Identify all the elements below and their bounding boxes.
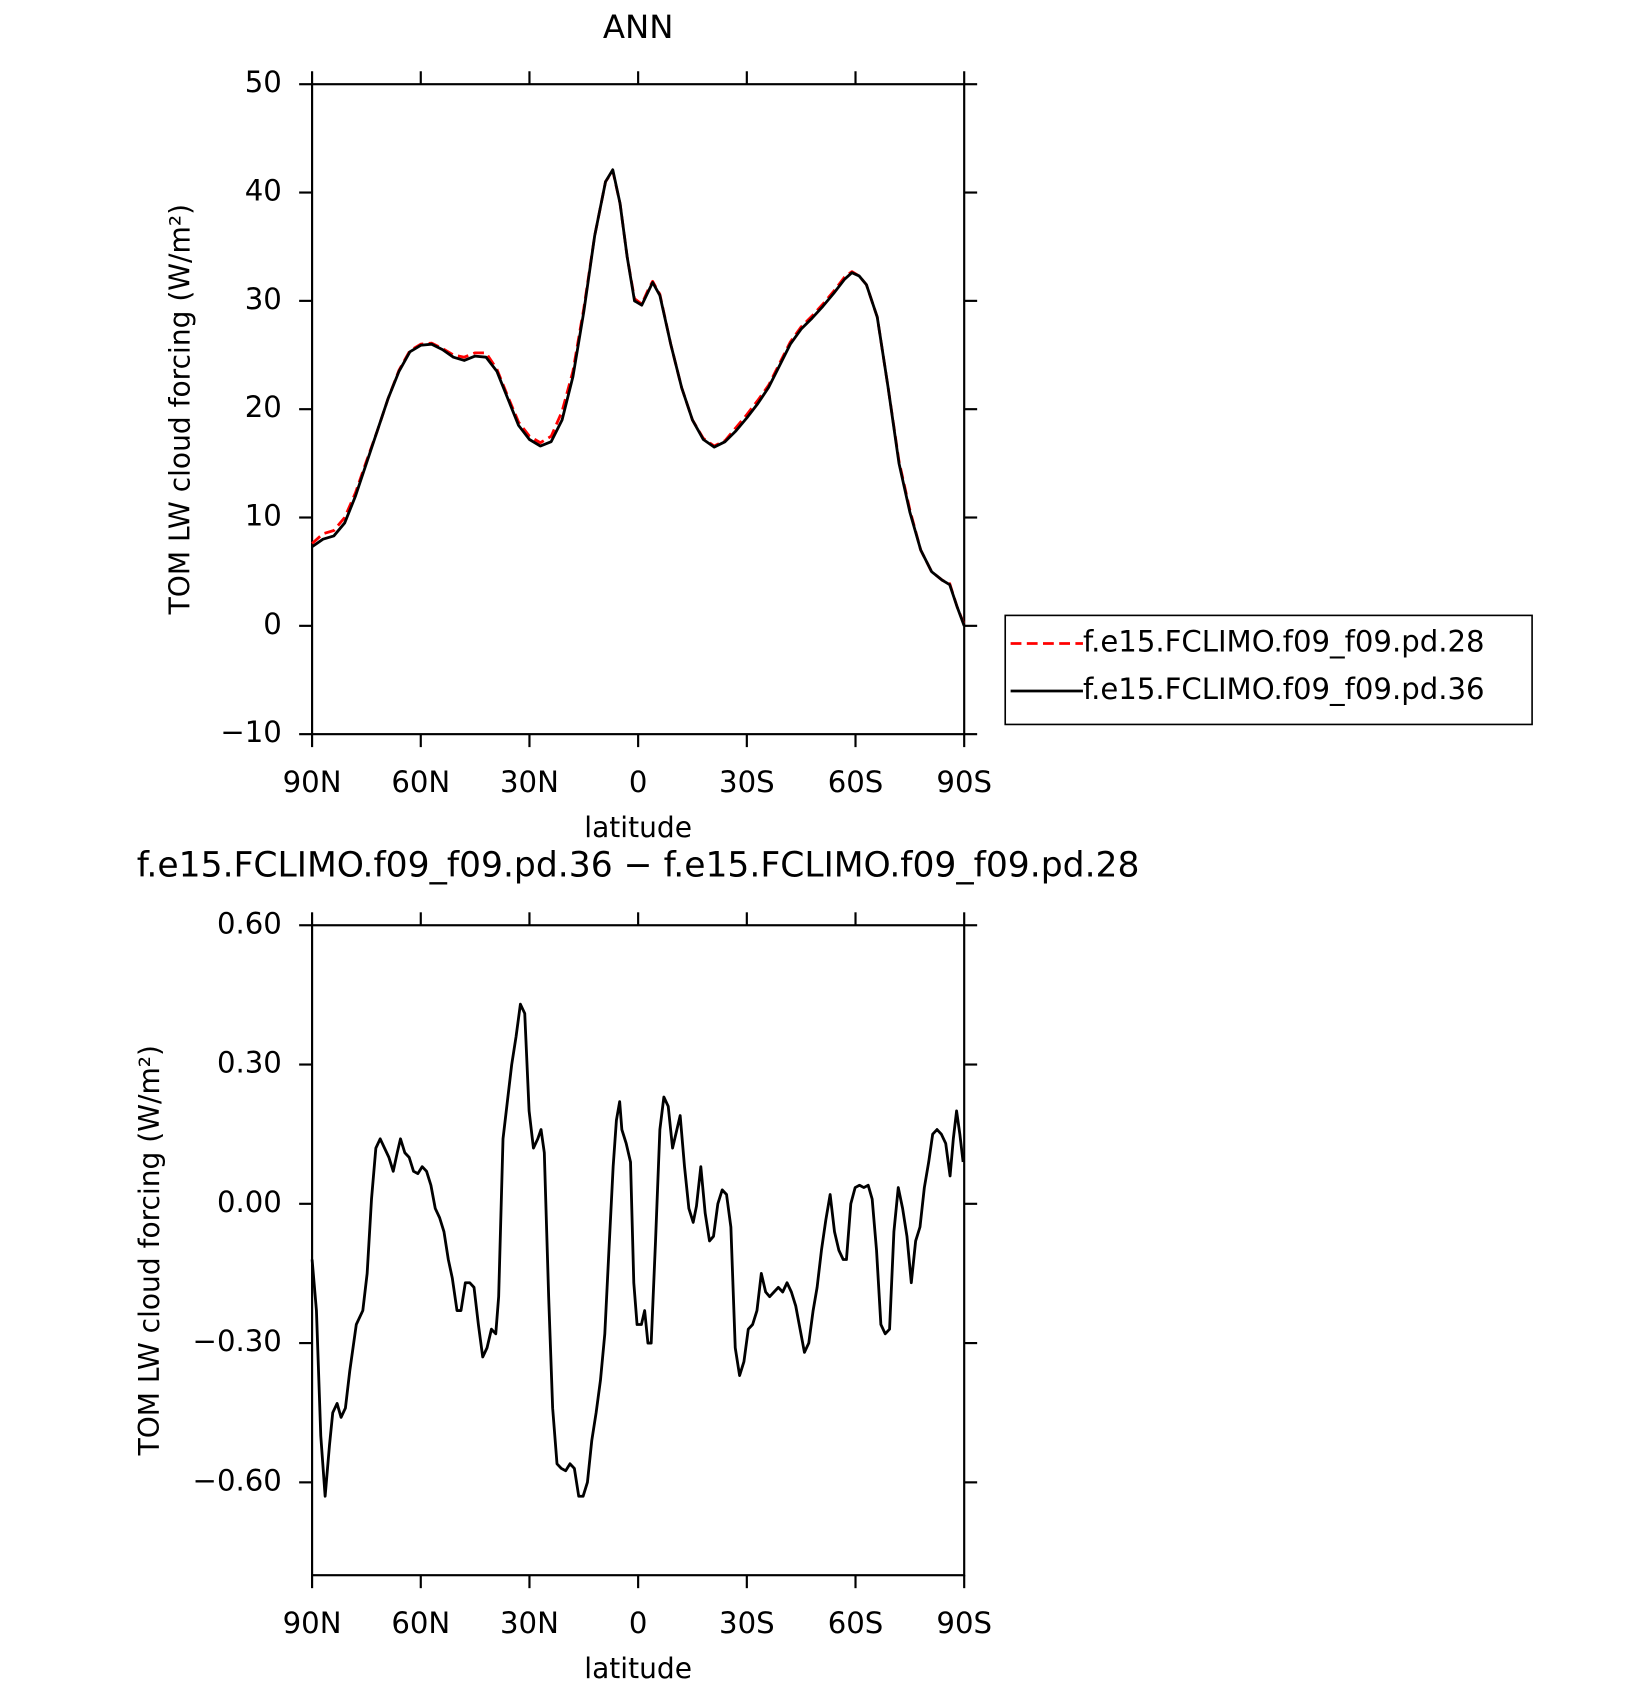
x-tick-label: 90S bbox=[936, 1606, 992, 1640]
legend-box bbox=[1004, 614, 1533, 726]
y-tick-label: −0.60 bbox=[193, 1463, 282, 1497]
y-tick-label: 20 bbox=[245, 390, 282, 424]
legend-label: f.e15.FCLIMO.f09_f09.pd.28 bbox=[1083, 624, 1485, 658]
chart-title: ANN bbox=[603, 8, 674, 46]
x-tick-label: 30N bbox=[500, 1606, 559, 1640]
x-tick-label: 30S bbox=[719, 765, 775, 799]
x-tick-label: 60S bbox=[828, 765, 884, 799]
y-tick-label: −10 bbox=[220, 715, 282, 749]
chart-title: f.e15.FCLIMO.f09_f09.pd.36 − f.e15.FCLIM… bbox=[137, 845, 1140, 885]
legend-label: f.e15.FCLIMO.f09_f09.pd.36 bbox=[1083, 672, 1485, 706]
data-line bbox=[311, 168, 966, 627]
y-tick-label: 30 bbox=[245, 282, 282, 316]
x-tick-label: 90N bbox=[283, 765, 342, 799]
y-tick-label: −0.30 bbox=[193, 1324, 282, 1358]
y-axis-label: TOM LW cloud forcing (W/m²) bbox=[163, 204, 196, 615]
x-tick-label: 60N bbox=[391, 765, 450, 799]
x-axis-label: latitude bbox=[584, 811, 692, 844]
x-tick-label: 30N bbox=[500, 765, 559, 799]
y-tick-label: 0 bbox=[263, 607, 282, 641]
x-tick-label: 0 bbox=[629, 765, 648, 799]
x-tick-label: 30S bbox=[719, 1606, 775, 1640]
y-tick-label: 0.60 bbox=[217, 906, 282, 940]
data-line bbox=[311, 169, 966, 626]
plot-frame bbox=[311, 83, 966, 736]
y-axis-label: TOM LW cloud forcing (W/m²) bbox=[133, 1045, 166, 1456]
x-tick-label: 60S bbox=[828, 1606, 884, 1640]
data-line bbox=[310, 1002, 965, 1498]
x-tick-label: 0 bbox=[629, 1606, 648, 1640]
x-tick-label: 90N bbox=[283, 1606, 342, 1640]
y-tick-label: 10 bbox=[245, 499, 282, 533]
x-axis-label: latitude bbox=[584, 1652, 692, 1685]
y-tick-label: 50 bbox=[245, 65, 282, 99]
x-tick-label: 60N bbox=[391, 1606, 450, 1640]
y-tick-label: 40 bbox=[245, 174, 282, 208]
y-tick-label: 0.00 bbox=[217, 1185, 282, 1219]
y-tick-label: 0.30 bbox=[217, 1046, 282, 1080]
x-tick-label: 90S bbox=[936, 765, 992, 799]
plot-frame bbox=[311, 924, 966, 1577]
